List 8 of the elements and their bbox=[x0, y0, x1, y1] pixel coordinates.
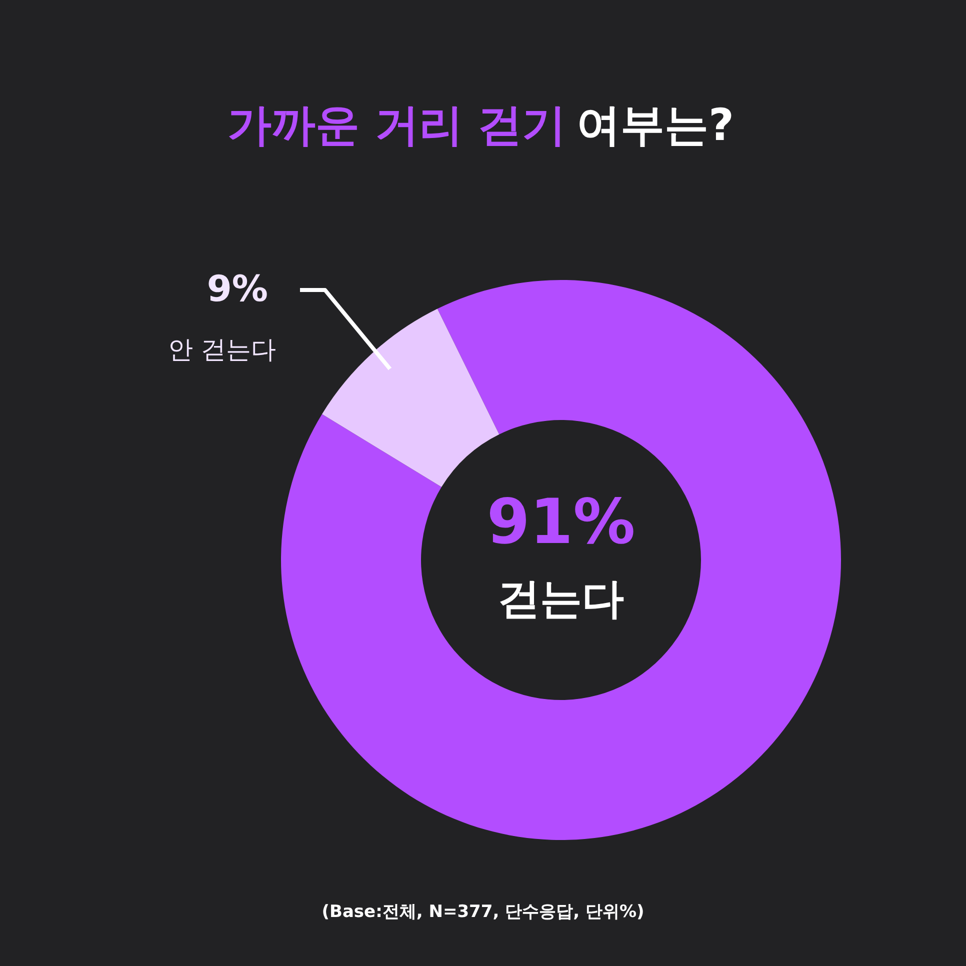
text: (Base:전체, N=377, 단수응답, 단위%) bbox=[322, 902, 644, 922]
donut-slice bbox=[322, 308, 500, 488]
chart-title: 가까운 거리 걷기 여부는? bbox=[228, 100, 734, 151]
donut-slice bbox=[281, 280, 841, 840]
data-label: 9% bbox=[206, 269, 268, 310]
slice-label: 걷는다 bbox=[498, 574, 624, 623]
data-label: 91% bbox=[486, 485, 636, 558]
slice-label: 안 걷는다 bbox=[168, 335, 276, 364]
